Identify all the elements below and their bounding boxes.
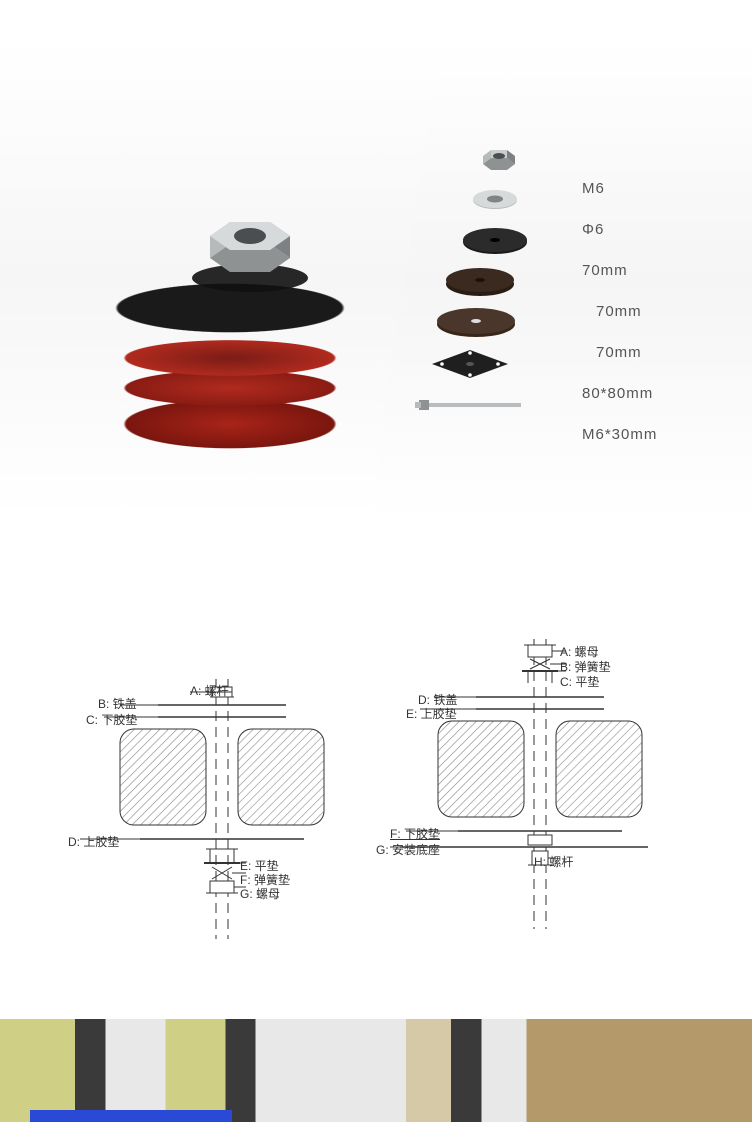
disc2-icon <box>445 266 515 298</box>
r-E: E: 上胶垫 <box>406 705 457 722</box>
r-F: F: 下胶垫 <box>390 825 440 842</box>
main-nut-render <box>190 198 310 298</box>
hardware-exploded-panel: M6 Φ6 70mm 70mm 70mm 80*80mm M6*30mm <box>0 38 752 519</box>
parts-stack <box>430 138 560 425</box>
r-H: H: 螺杆 <box>534 853 573 870</box>
label-disc1: 70mm <box>582 250 657 291</box>
r-G: G: 安装底座 <box>376 841 440 858</box>
label-disc2: 70mm <box>582 291 657 332</box>
schematics-svg <box>0 609 752 989</box>
disc1-icon <box>462 226 528 256</box>
disc3-icon <box>436 306 516 340</box>
l-B: B: 铁盖 <box>98 695 137 712</box>
parts-labels: M6 Φ6 70mm 70mm 70mm 80*80mm M6*30mm <box>582 168 657 455</box>
factory-photo-strip <box>0 1019 752 1122</box>
label-nut: M6 <box>582 168 657 209</box>
bolt-icon <box>415 395 525 415</box>
nut-icon <box>475 142 515 176</box>
label-bolt: M6*30mm <box>582 414 657 455</box>
label-washer: Φ6 <box>582 209 657 250</box>
l-D: D: 上胶垫 <box>68 833 119 850</box>
l-C: C: 下胶垫 <box>86 711 137 728</box>
l-G: G: 螺母 <box>240 885 280 902</box>
r-C: C: 平垫 <box>560 673 599 690</box>
washer-icon <box>472 188 518 212</box>
plate-icon <box>422 344 518 384</box>
label-disc3: 70mm <box>582 332 657 373</box>
mounting-schematics: A: 螺杆 B: 铁盖 C: 下胶垫 D: 上胶垫 E: 平垫 F: 弹簧垫 G… <box>0 609 752 989</box>
l-A: A: 螺杆 <box>190 682 229 699</box>
label-plate: 80*80mm <box>582 373 657 414</box>
